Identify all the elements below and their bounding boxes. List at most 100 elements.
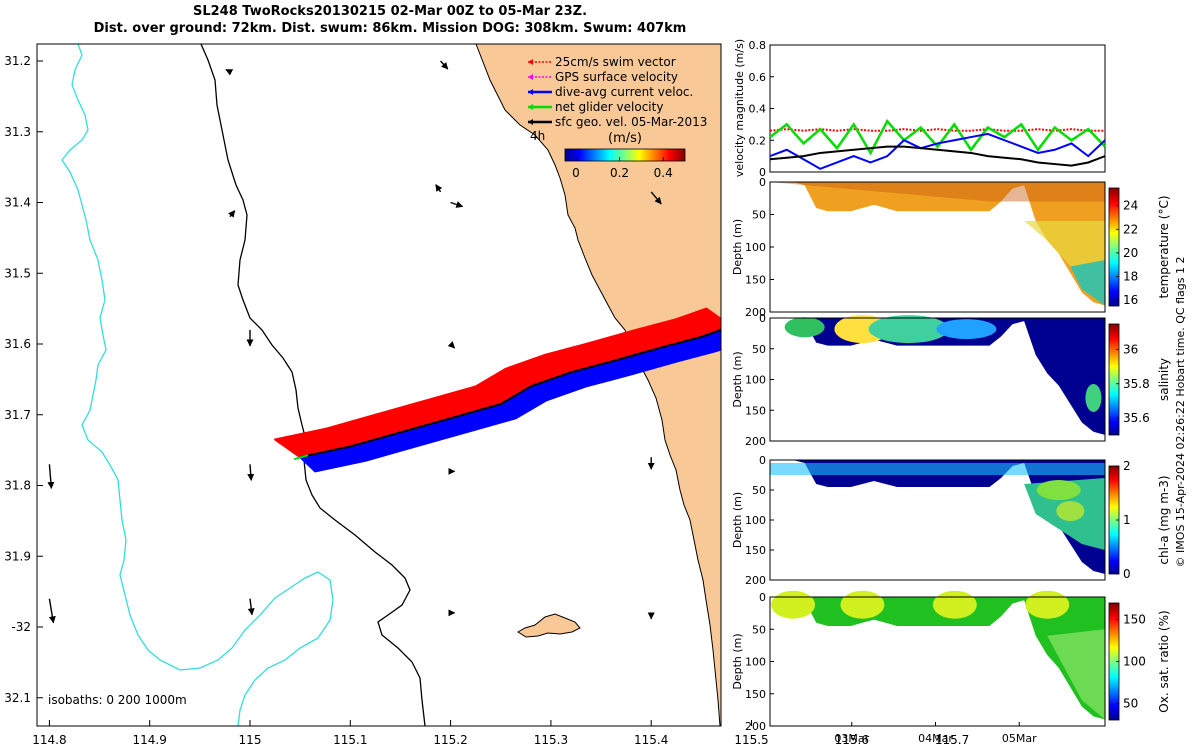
section-y-tick-label: 50 — [752, 209, 766, 222]
legend-label: net glider velocity — [555, 100, 663, 114]
map-y-tick-label: 31.8 — [4, 479, 31, 493]
glider-track-line — [299, 328, 721, 459]
section-y-tick-label: 200 — [745, 574, 766, 587]
map-y-tick-label: 31.2 — [4, 54, 31, 68]
section-colorbar-label: Ox. sat. ratio (%) — [1157, 610, 1171, 712]
section-oxygen-band — [1047, 629, 1105, 720]
section-y-tick-label: 0 — [759, 176, 766, 189]
section-y-tick-label: 100 — [745, 241, 766, 254]
isobath-200m — [200, 44, 426, 726]
map-y-tick-label: -32 — [11, 620, 31, 634]
section-water-fill — [770, 597, 1105, 720]
map-x-tick-label: 115.2 — [433, 733, 467, 747]
isobaths-label: isobaths: 0 200 1000m — [48, 693, 187, 707]
chart-title-line-2: Dist. over ground: 72km. Dist. swum: 86k… — [93, 21, 687, 36]
section-water-fill — [770, 182, 1105, 306]
section-colorbar-tick-label: 150 — [1123, 613, 1146, 627]
section-y-tick-label: 150 — [745, 688, 766, 701]
geo-vector-arrow — [225, 68, 234, 76]
velocity-y-tick-label: 0 — [759, 166, 766, 179]
section-colorbar-label: salinity — [1157, 358, 1171, 401]
section-colorbar — [1108, 187, 1120, 307]
section-chl-band — [770, 463, 1105, 475]
map-x-tick-label: 115.3 — [534, 733, 568, 747]
section-y-tick-label: 50 — [752, 623, 766, 636]
section-colorbar-tick-label: 18 — [1123, 270, 1138, 284]
legend-arrowhead — [528, 104, 533, 110]
section-oxygen-patch — [1025, 590, 1070, 619]
map-x-tick-label: 115.7 — [935, 733, 969, 747]
colorbar-tick-label: 0 — [572, 166, 580, 180]
section-colorbar-tick-label: 1 — [1123, 513, 1131, 527]
section-y-tick-label: 200 — [745, 306, 766, 319]
section-ylabel: Depth (m) — [731, 351, 744, 407]
map-y-tick-label: 31.7 — [4, 408, 31, 422]
map-y-tick-label: 31.5 — [4, 266, 31, 280]
velocity-series-line — [769, 132, 1106, 170]
colorbar-tick-label: 0.2 — [610, 166, 629, 180]
velocity-series-line — [769, 145, 1106, 167]
glider-track-group — [274, 307, 721, 473]
section-oxygen-patch — [840, 590, 885, 619]
section-colorbar-tick-label: 24 — [1123, 199, 1138, 213]
velocity-series-line — [769, 128, 1105, 132]
section-ylabel: Depth (m) — [731, 633, 744, 689]
legend-label: dive-avg current veloc. — [555, 85, 693, 99]
section-salinity-patch — [868, 315, 949, 344]
section-y-tick-label: 200 — [745, 720, 766, 733]
section-y-tick-label: 150 — [745, 274, 766, 287]
colorbar-tick-label: 0.4 — [654, 166, 673, 180]
map-x-tick-label: 115 — [239, 733, 262, 747]
speed-colorbar-ticks: 0 0.2 0.4 — [572, 157, 673, 180]
section-y-tick-label: 150 — [745, 544, 766, 557]
geo-vector-arrow — [447, 341, 456, 349]
legend-label: 25cm/s swim vector — [555, 55, 676, 69]
geo-vector-arrow — [247, 464, 255, 481]
section-colorbar-tick-label: 100 — [1123, 655, 1146, 669]
velocity-y-tick-label: 0.2 — [749, 134, 767, 147]
map-x-tick-label: 115.1 — [333, 733, 367, 747]
section-temp: 0 50 100 150 200 Depth (m) 24 22 20 18 16 temperatu… — [731, 176, 1171, 319]
geostrophic-vector-field — [47, 60, 662, 624]
chart-title-line-1: SL248 TwoRocks20130215 02-Mar 00Z to 05-… — [192, 4, 588, 19]
section-colorbar — [1108, 323, 1120, 436]
time-tick-label: 04Mar — [918, 732, 953, 745]
interval-label: 4h — [530, 129, 545, 143]
section-colorbar-tick-label: 2 — [1123, 459, 1131, 473]
legend-arrowhead — [528, 89, 533, 95]
map-x-tick-label: 115.5 — [734, 733, 768, 747]
map-x-ticks: 114.7114.8114.9115115.1115.2115.3115.411… — [32, 720, 969, 747]
section-y-tick-label: 50 — [752, 484, 766, 497]
velocity-y-tick-label: 0.4 — [749, 103, 767, 116]
section-y-tick-label: 200 — [745, 435, 766, 448]
velocity-magnitude-panel: 0 0.2 0.4 0.6 0.8 velocity magnitude (m/s) — [733, 39, 1106, 179]
section-warm-band — [770, 182, 1105, 202]
velocity-y-tick-label: 0.8 — [749, 39, 767, 52]
section-cold-band — [1070, 260, 1105, 306]
map-panel: 114.7114.8114.9115115.1115.2115.3115.411… — [4, 43, 969, 747]
section-chl-patch — [1036, 480, 1081, 500]
time-axis: 03Mar 04Mar 05Mar — [834, 722, 1037, 745]
section-y-tick-label: 0 — [759, 454, 766, 467]
section-sal: 0 50 100 150 200 Depth (m) 36 35.8 35.6 salinity — [731, 312, 1171, 448]
legend-label: sfc geo. vel. 05-Mar-2013 — [555, 115, 707, 129]
section-colorbar-tick-label: 16 — [1123, 293, 1138, 307]
geo-vector-arrow — [435, 184, 443, 193]
section-colorbar-label: temperature (°C) — [1157, 196, 1171, 299]
section-colorbar-tick-label: 50 — [1123, 696, 1138, 710]
section-ylabel: Depth (m) — [731, 219, 744, 275]
rottnest-island — [517, 613, 581, 638]
section-oxygen-patch — [932, 590, 977, 619]
map-x-tick-label: 115.6 — [835, 733, 869, 747]
map-y-tick-label: 31.3 — [4, 125, 31, 139]
velocity-series — [769, 119, 1106, 170]
legend-arrowhead — [528, 74, 533, 80]
section-y-tick-label: 100 — [745, 374, 766, 387]
legend-label: GPS surface velocity — [555, 70, 678, 84]
section-colorbar-tick-label: 22 — [1123, 222, 1138, 236]
section-salinity-patch — [936, 319, 997, 340]
